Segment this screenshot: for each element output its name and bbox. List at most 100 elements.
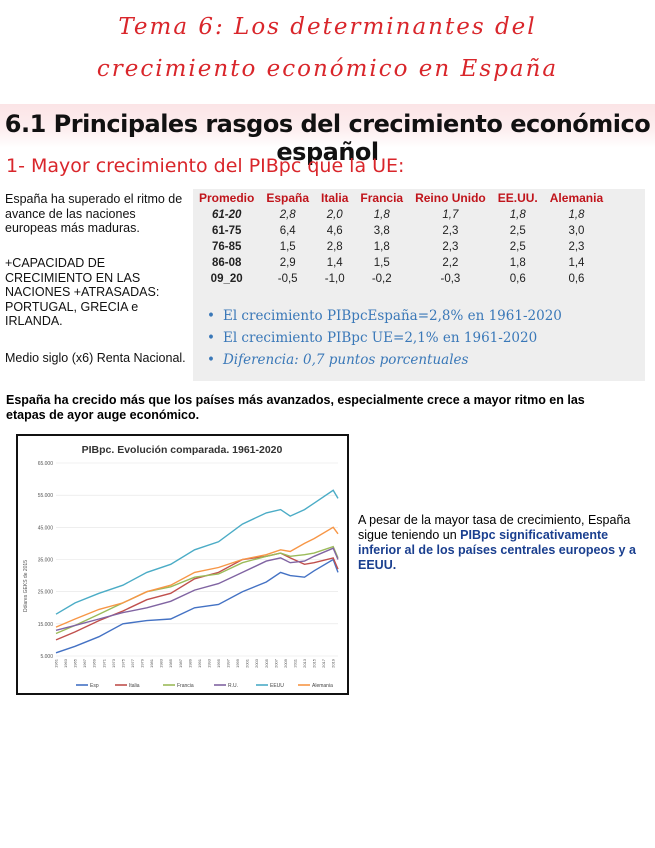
chart-legend-label: EEUU [270, 683, 284, 689]
main-title-line1: Tema 6: Los determinantes del [118, 14, 537, 40]
table-cell: 76-85 [211, 241, 242, 253]
chart-series-line [55, 526, 339, 628]
table-cell: 6,4 [279, 225, 296, 237]
table-cell: 1,8 [509, 209, 526, 221]
chart-x-tick-label: 1967 [82, 658, 87, 668]
table-cell: 2,3 [568, 241, 585, 253]
table-cell: 1,8 [373, 209, 390, 221]
table-cell: 09_20 [210, 273, 243, 285]
chart-x-tick-label: 1969 [92, 658, 97, 668]
chart-y-tick-label: 15.000 [38, 622, 54, 628]
chart-x-tick-label: 1995 [216, 658, 221, 668]
chart-y-axis-label: Dólares GEKS de 2015 [23, 560, 29, 612]
chart-x-tick-label: 1999 [235, 658, 240, 668]
chart-series-line [55, 552, 339, 641]
table-cell: 1,4 [568, 257, 585, 269]
chart-x-tick-label: 1989 [187, 658, 192, 668]
table-cell: 1,8 [373, 241, 390, 253]
table-cell: 2,8 [279, 209, 296, 221]
table-cell: 3,0 [568, 225, 585, 237]
growth-table-panel: Promedio España Italia Francia Reino Uni… [193, 189, 645, 381]
chart-legend-label: Francia [177, 683, 194, 689]
table-row: 61-20 2,8 2,0 1,8 1,7 1,8 1,8 [193, 207, 609, 223]
chart-x-tick-label: 1961 [54, 658, 59, 668]
chart-y-tick-label: 55.000 [38, 493, 54, 499]
table-cell: 2,3 [442, 225, 459, 237]
chart-legend-label: Esp [90, 683, 99, 689]
growth-table: Promedio España Italia Francia Reino Uni… [193, 189, 609, 287]
chart-legend-label: R.U. [228, 683, 238, 689]
chart-x-tick-label: 1985 [168, 658, 173, 668]
chart-x-tick-label: 1965 [73, 658, 78, 668]
chart-x-tick-label: 1991 [197, 658, 202, 668]
note-paragraph-3: Medio siglo (x6) Renta Nacional. [5, 351, 186, 365]
chart-x-tick-label: 2015 [312, 658, 317, 668]
table-cell: 1,7 [442, 209, 459, 221]
bullet-dot-icon: • [207, 308, 215, 324]
table-header: Alemania [549, 191, 604, 205]
chart-x-tick-label: 1963 [63, 658, 68, 668]
table-cell: 61-75 [211, 225, 242, 237]
chart-x-tick-label: 1981 [149, 658, 154, 668]
table-cell: 4,6 [326, 225, 343, 237]
side-note-text: A pesar de la mayor tasa de crecimiento,… [358, 513, 631, 542]
chart-x-tick-label: 2019 [331, 658, 336, 668]
gdp-line-chart: PIBpc. Evolución comparada. 1961-2020 Dó… [23, 444, 339, 689]
table-cell: 2,2 [442, 257, 459, 269]
chart-x-tick-label: 1983 [159, 658, 164, 668]
table-cell: 0,6 [568, 273, 585, 285]
chart-x-tick-label: 1975 [120, 658, 125, 668]
table-header: Francia [360, 191, 404, 205]
chart-x-tick-label: 1979 [140, 658, 145, 668]
table-header: Italia [321, 191, 349, 205]
chart-x-tick-label: 2009 [283, 658, 288, 668]
table-cell: 0,6 [509, 273, 526, 285]
table-cell: 1,5 [373, 257, 390, 269]
chart-x-tick-label: 1971 [101, 658, 106, 668]
table-cell: -0,2 [371, 273, 392, 285]
table-cell: 2,5 [509, 241, 526, 253]
table-cell: 2,5 [509, 225, 526, 237]
side-note-highlight: PIBpc significativamente inferior al de … [358, 528, 636, 572]
table-cell: 1,8 [509, 257, 526, 269]
chart-y-tick-label: 25.000 [38, 590, 54, 596]
bullet-text: El crecimiento PIBpc UE=2,1% en 1961-202… [222, 330, 538, 346]
table-cell: 86-08 [211, 257, 242, 269]
chart-x-tick-label: 2003 [254, 658, 259, 668]
bullet-dot-icon: • [207, 330, 215, 346]
table-cell: 2,0 [326, 209, 343, 221]
bold-statement: España ha crecido más que los países más… [6, 393, 585, 422]
note-paragraph-1: España ha superado el ritmo de avance de… [5, 192, 183, 235]
bullet-dot-icon: • [207, 352, 215, 368]
note-paragraph-2: +CAPACIDAD DE CRECIMIENTO EN LAS NACIONE… [5, 256, 160, 328]
table-cell: -0,3 [440, 273, 461, 285]
table-cell: 1,5 [279, 241, 296, 253]
chart-y-tick-label: 35.000 [38, 558, 54, 564]
table-header: Reino Unido [415, 191, 486, 205]
table-cell: -0,5 [277, 273, 298, 285]
table-cell: -1,0 [324, 273, 345, 285]
bullet-text: El crecimiento PIBpcEspaña=2,8% en 1961-… [222, 308, 562, 324]
bullet-item: • El crecimiento PIBpcEspaña=2,8% en 1961… [207, 305, 562, 327]
chart-y-tick-label: 45.000 [38, 525, 54, 531]
table-cell: 2,8 [326, 241, 343, 253]
chart-series-line [55, 545, 339, 635]
table-cell: 61-20 [211, 209, 242, 221]
table-cell: 2,3 [442, 241, 459, 253]
main-title-line2: crecimiento económico en España [96, 56, 559, 82]
table-cell: 2,9 [279, 257, 296, 269]
section-title: 6.1 Principales rasgos del crecimiento e… [4, 110, 651, 166]
chart-series-line [55, 558, 339, 654]
chart-x-tick-label: 2017 [321, 658, 326, 668]
side-note: A pesar de la mayor tasa de crecimiento,… [358, 513, 648, 573]
chart-x-tick-label: 1993 [206, 658, 211, 668]
bullet-item: • El crecimiento PIBpc UE=2,1% en 1961-20… [207, 327, 562, 349]
table-header: Promedio [199, 191, 255, 205]
table-row: 09_20 -0,5 -1,0 -0,2 -0,3 0,6 0,6 [193, 271, 609, 287]
chart-x-tick-label: 1997 [226, 658, 231, 668]
table-row: 76-85 1,5 2,8 1,8 2,3 2,5 2,3 [193, 239, 609, 255]
chart-legend-label: Alemania [312, 683, 333, 689]
chart-x-tick-label: 2005 [264, 658, 269, 668]
chart-x-tick-label: 2007 [273, 658, 278, 668]
chart-legend-label: Italia [129, 683, 140, 689]
